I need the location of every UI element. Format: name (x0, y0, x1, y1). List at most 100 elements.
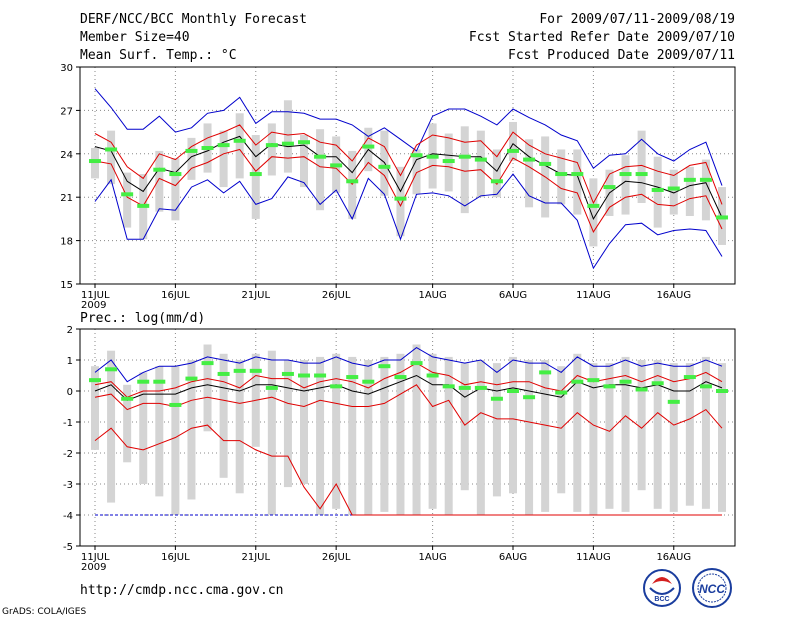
spread-box (300, 134, 308, 188)
spread-box (492, 363, 501, 497)
median-mark (458, 385, 471, 390)
median-mark (314, 154, 327, 159)
x-tick-label: 6AUG (499, 552, 527, 563)
median-mark (137, 379, 150, 384)
bcc-logo-text: BCC (654, 596, 669, 603)
spread-box (669, 169, 678, 215)
fcst-produced-date: Fcst Produced Date 2009/07/11 (508, 48, 735, 63)
median-mark (330, 384, 343, 389)
x-tick-label: 21JUL (241, 552, 270, 563)
median-mark (490, 396, 503, 401)
median-mark (265, 143, 278, 148)
median-mark (169, 172, 182, 177)
median-mark (587, 378, 600, 383)
y-tick-label: -1 (63, 418, 73, 429)
series-mean-line (94, 374, 723, 401)
spread-box (589, 178, 598, 247)
median-mark (378, 164, 391, 169)
temp-variable-label: Mean Surf. Temp.: °C (80, 48, 237, 63)
median-mark (217, 143, 230, 148)
median-mark (298, 373, 310, 378)
spread-box (701, 159, 710, 221)
median-mark (217, 371, 230, 376)
median-mark (153, 167, 166, 172)
series-upper-line (94, 362, 723, 398)
series-min-line (94, 424, 722, 516)
median-mark (201, 146, 214, 151)
median-mark (635, 172, 648, 177)
median-mark (635, 387, 648, 392)
x-tick-label: 1AUG (418, 552, 446, 563)
series-max-line (94, 346, 723, 383)
median-mark (346, 375, 359, 380)
median-mark (281, 141, 294, 146)
median-mark (603, 185, 616, 190)
series-min-line (94, 173, 723, 270)
spread-box (460, 126, 469, 214)
grads-credit: GrADS: COLA/IGES (2, 607, 86, 617)
spread-box (235, 360, 244, 494)
spread-box (364, 360, 373, 515)
x-tick-label: 11AUG (576, 552, 611, 563)
median-mark (314, 373, 327, 378)
median-mark (169, 402, 182, 407)
median-mark (571, 172, 584, 177)
y-tick-label: 18 (60, 237, 73, 248)
spread-box (171, 366, 180, 515)
spread-box (123, 384, 132, 463)
spread-box (653, 156, 662, 228)
spread-box (653, 360, 662, 509)
median-mark (249, 172, 262, 177)
median-mark (121, 396, 134, 401)
median-mark (442, 384, 455, 389)
spread-box (107, 350, 116, 503)
median-mark (507, 389, 519, 393)
series-max-line (94, 88, 723, 186)
median-mark (249, 368, 262, 373)
spread-box (91, 366, 99, 450)
median-mark (555, 172, 568, 177)
median-mark (394, 375, 407, 380)
spread-box (396, 353, 405, 515)
y-tick-label: 21 (60, 193, 73, 204)
median-mark (603, 384, 616, 389)
x-tick-label: 26JUL (322, 290, 351, 301)
median-mark (265, 385, 278, 390)
spread-box (541, 360, 550, 512)
median-mark (667, 399, 680, 404)
median-mark (683, 177, 696, 182)
spread-box (348, 356, 357, 515)
median-mark (298, 140, 310, 145)
median-mark (89, 159, 101, 164)
spread-box (316, 129, 325, 211)
spread-box (267, 123, 276, 176)
spread-box (476, 130, 485, 198)
spread-box (187, 137, 196, 180)
spread-box (444, 356, 453, 515)
spread-box (701, 356, 710, 509)
spread-box (91, 148, 99, 179)
y-tick-label: 30 (60, 63, 73, 74)
median-mark (699, 177, 712, 182)
spread-box (605, 363, 614, 509)
spread-box (589, 363, 598, 515)
spread-box (621, 155, 630, 215)
y-tick-label: -2 (63, 449, 73, 460)
spread-box (718, 363, 726, 512)
chart-title: DERF/NCC/BCC Monthly Forecast (80, 12, 307, 27)
spread-box (107, 130, 116, 185)
spread-box (219, 353, 228, 478)
plot-frame (79, 328, 736, 547)
spread-box (557, 366, 566, 494)
x-tick-label: 21JUL (241, 290, 270, 301)
spread-box (460, 363, 469, 491)
median-mark (378, 364, 391, 369)
spread-box (283, 100, 292, 173)
x-tick-label: 26JUL (322, 552, 351, 563)
spread-box (316, 356, 325, 515)
median-mark (394, 196, 407, 201)
spread-box (557, 149, 566, 205)
plot-frame (79, 66, 736, 285)
